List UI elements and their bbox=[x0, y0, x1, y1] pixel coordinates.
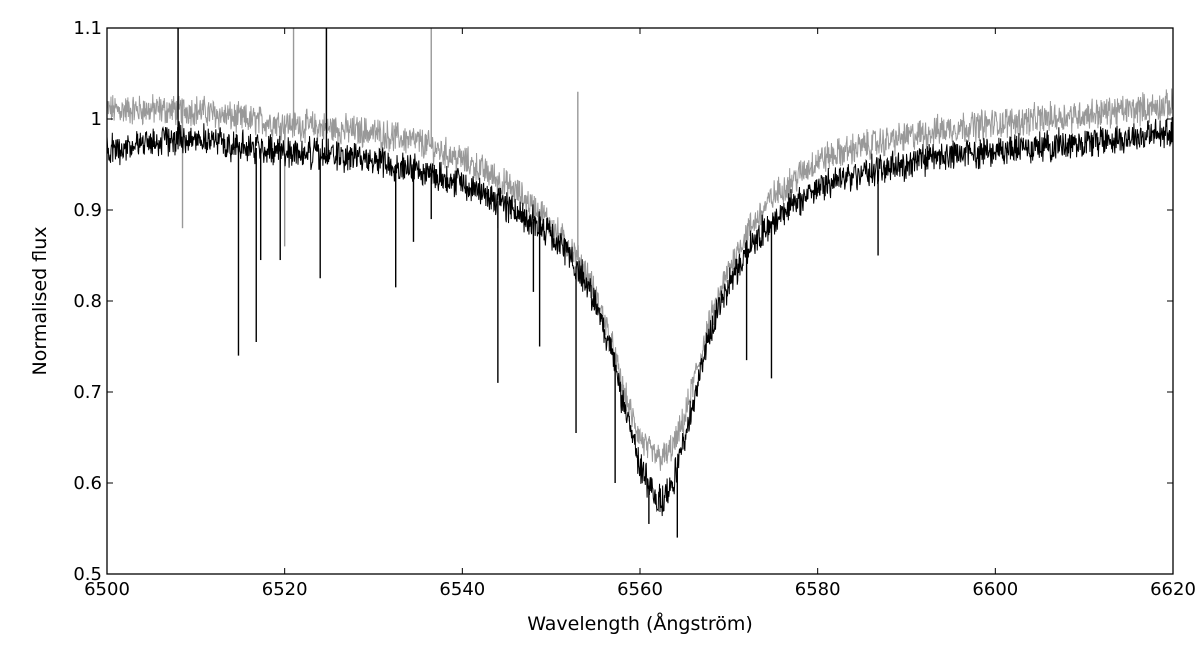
x-tick-label-6500: 6500 bbox=[84, 579, 130, 600]
x-tick-label-6600: 6600 bbox=[972, 579, 1018, 600]
x-tick-label-6620: 6620 bbox=[1150, 579, 1196, 600]
series-layer bbox=[106, 28, 1174, 538]
x-tick-label-6580: 6580 bbox=[795, 579, 841, 600]
spectrum-series-2 bbox=[106, 116, 1174, 517]
x-tick-label-6520: 6520 bbox=[262, 579, 308, 600]
y-tick-label-3: 0.8 bbox=[73, 291, 102, 312]
y-tick-label-5: 1 bbox=[91, 109, 102, 130]
y-tick-label-4: 0.9 bbox=[73, 200, 102, 221]
plot-frame bbox=[106, 27, 1174, 575]
x-tick-label-6560: 6560 bbox=[617, 579, 663, 600]
ticks-layer: 6500 6520 6540 6560 6580 6600 6620 0.5 0.6 0.7 0.8… bbox=[73, 18, 1196, 600]
y-axis-label: Normalised flux bbox=[29, 227, 51, 376]
y-tick-label-2: 0.7 bbox=[73, 382, 102, 403]
y-tick-label-0: 0.5 bbox=[73, 564, 102, 585]
y-tick-label-6: 1.1 bbox=[73, 18, 102, 39]
x-tick-label-6540: 6540 bbox=[439, 579, 485, 600]
y-tick-label-1: 0.6 bbox=[73, 473, 102, 494]
spectrum-series-1 bbox=[106, 88, 1174, 471]
x-axis-label: Wavelength (Ångström) bbox=[527, 612, 753, 635]
